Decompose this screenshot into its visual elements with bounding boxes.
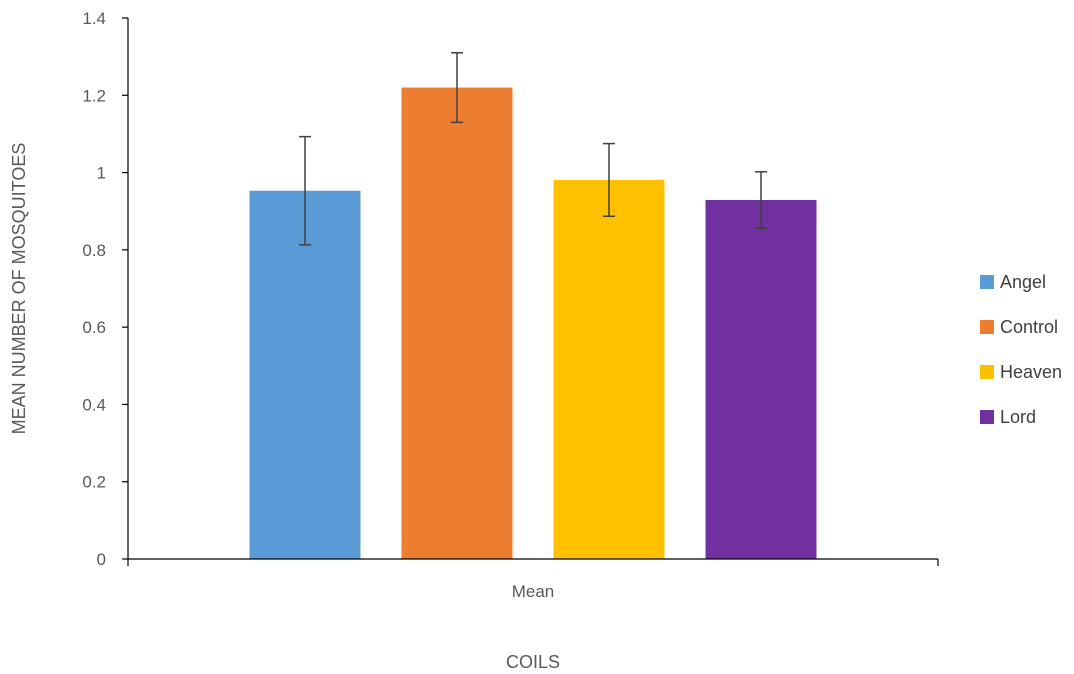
x-tick-label: Mean: [512, 582, 555, 601]
legend-item-lord: Lord: [980, 407, 1036, 427]
bar-angel: [249, 190, 361, 559]
legend-label: Lord: [1000, 407, 1036, 427]
bars-layer: [249, 87, 817, 560]
error-bar-control: [451, 52, 463, 124]
error-bar-angel: [299, 135, 311, 246]
axes-layer: [127, 18, 938, 560]
y-tick-label: 0.6: [82, 318, 106, 337]
y-ticks-layer: 0 0.2 0.4 0.6 0.8 1 1.2 1.4: [82, 9, 128, 569]
legend-item-angel: Angel: [980, 272, 1046, 292]
x-axis-title: COILS: [506, 652, 560, 672]
error-bar-lord: [755, 171, 767, 229]
legend-label: Heaven: [1000, 362, 1062, 382]
legend-swatch: [980, 320, 994, 334]
error-bar-heaven: [603, 142, 615, 217]
y-tick-label: 1.2: [82, 86, 106, 105]
bar-control: [401, 87, 513, 560]
y-axis-title: MEAN NUMBER OF MOSQUITOES: [9, 143, 29, 435]
legend: Angel Control Heaven Lord: [980, 272, 1062, 427]
legend-swatch: [980, 275, 994, 289]
error-bars-layer: [299, 52, 767, 246]
x-ticks-layer: Mean: [127, 559, 939, 601]
legend-label: Angel: [1000, 272, 1046, 292]
legend-swatch: [980, 410, 994, 424]
bar-heaven: [553, 179, 665, 559]
legend-item-heaven: Heaven: [980, 362, 1062, 382]
y-tick-label: 0.4: [82, 395, 106, 414]
y-tick-label: 1.4: [82, 9, 106, 28]
y-tick-label: 0.2: [82, 473, 106, 492]
legend-item-control: Control: [980, 317, 1058, 337]
bar-lord: [705, 200, 817, 559]
y-tick-label: 0.8: [82, 241, 106, 260]
legend-label: Control: [1000, 317, 1058, 337]
y-tick-label: 1: [97, 164, 106, 183]
legend-swatch: [980, 365, 994, 379]
y-tick-label: 0: [97, 550, 106, 569]
